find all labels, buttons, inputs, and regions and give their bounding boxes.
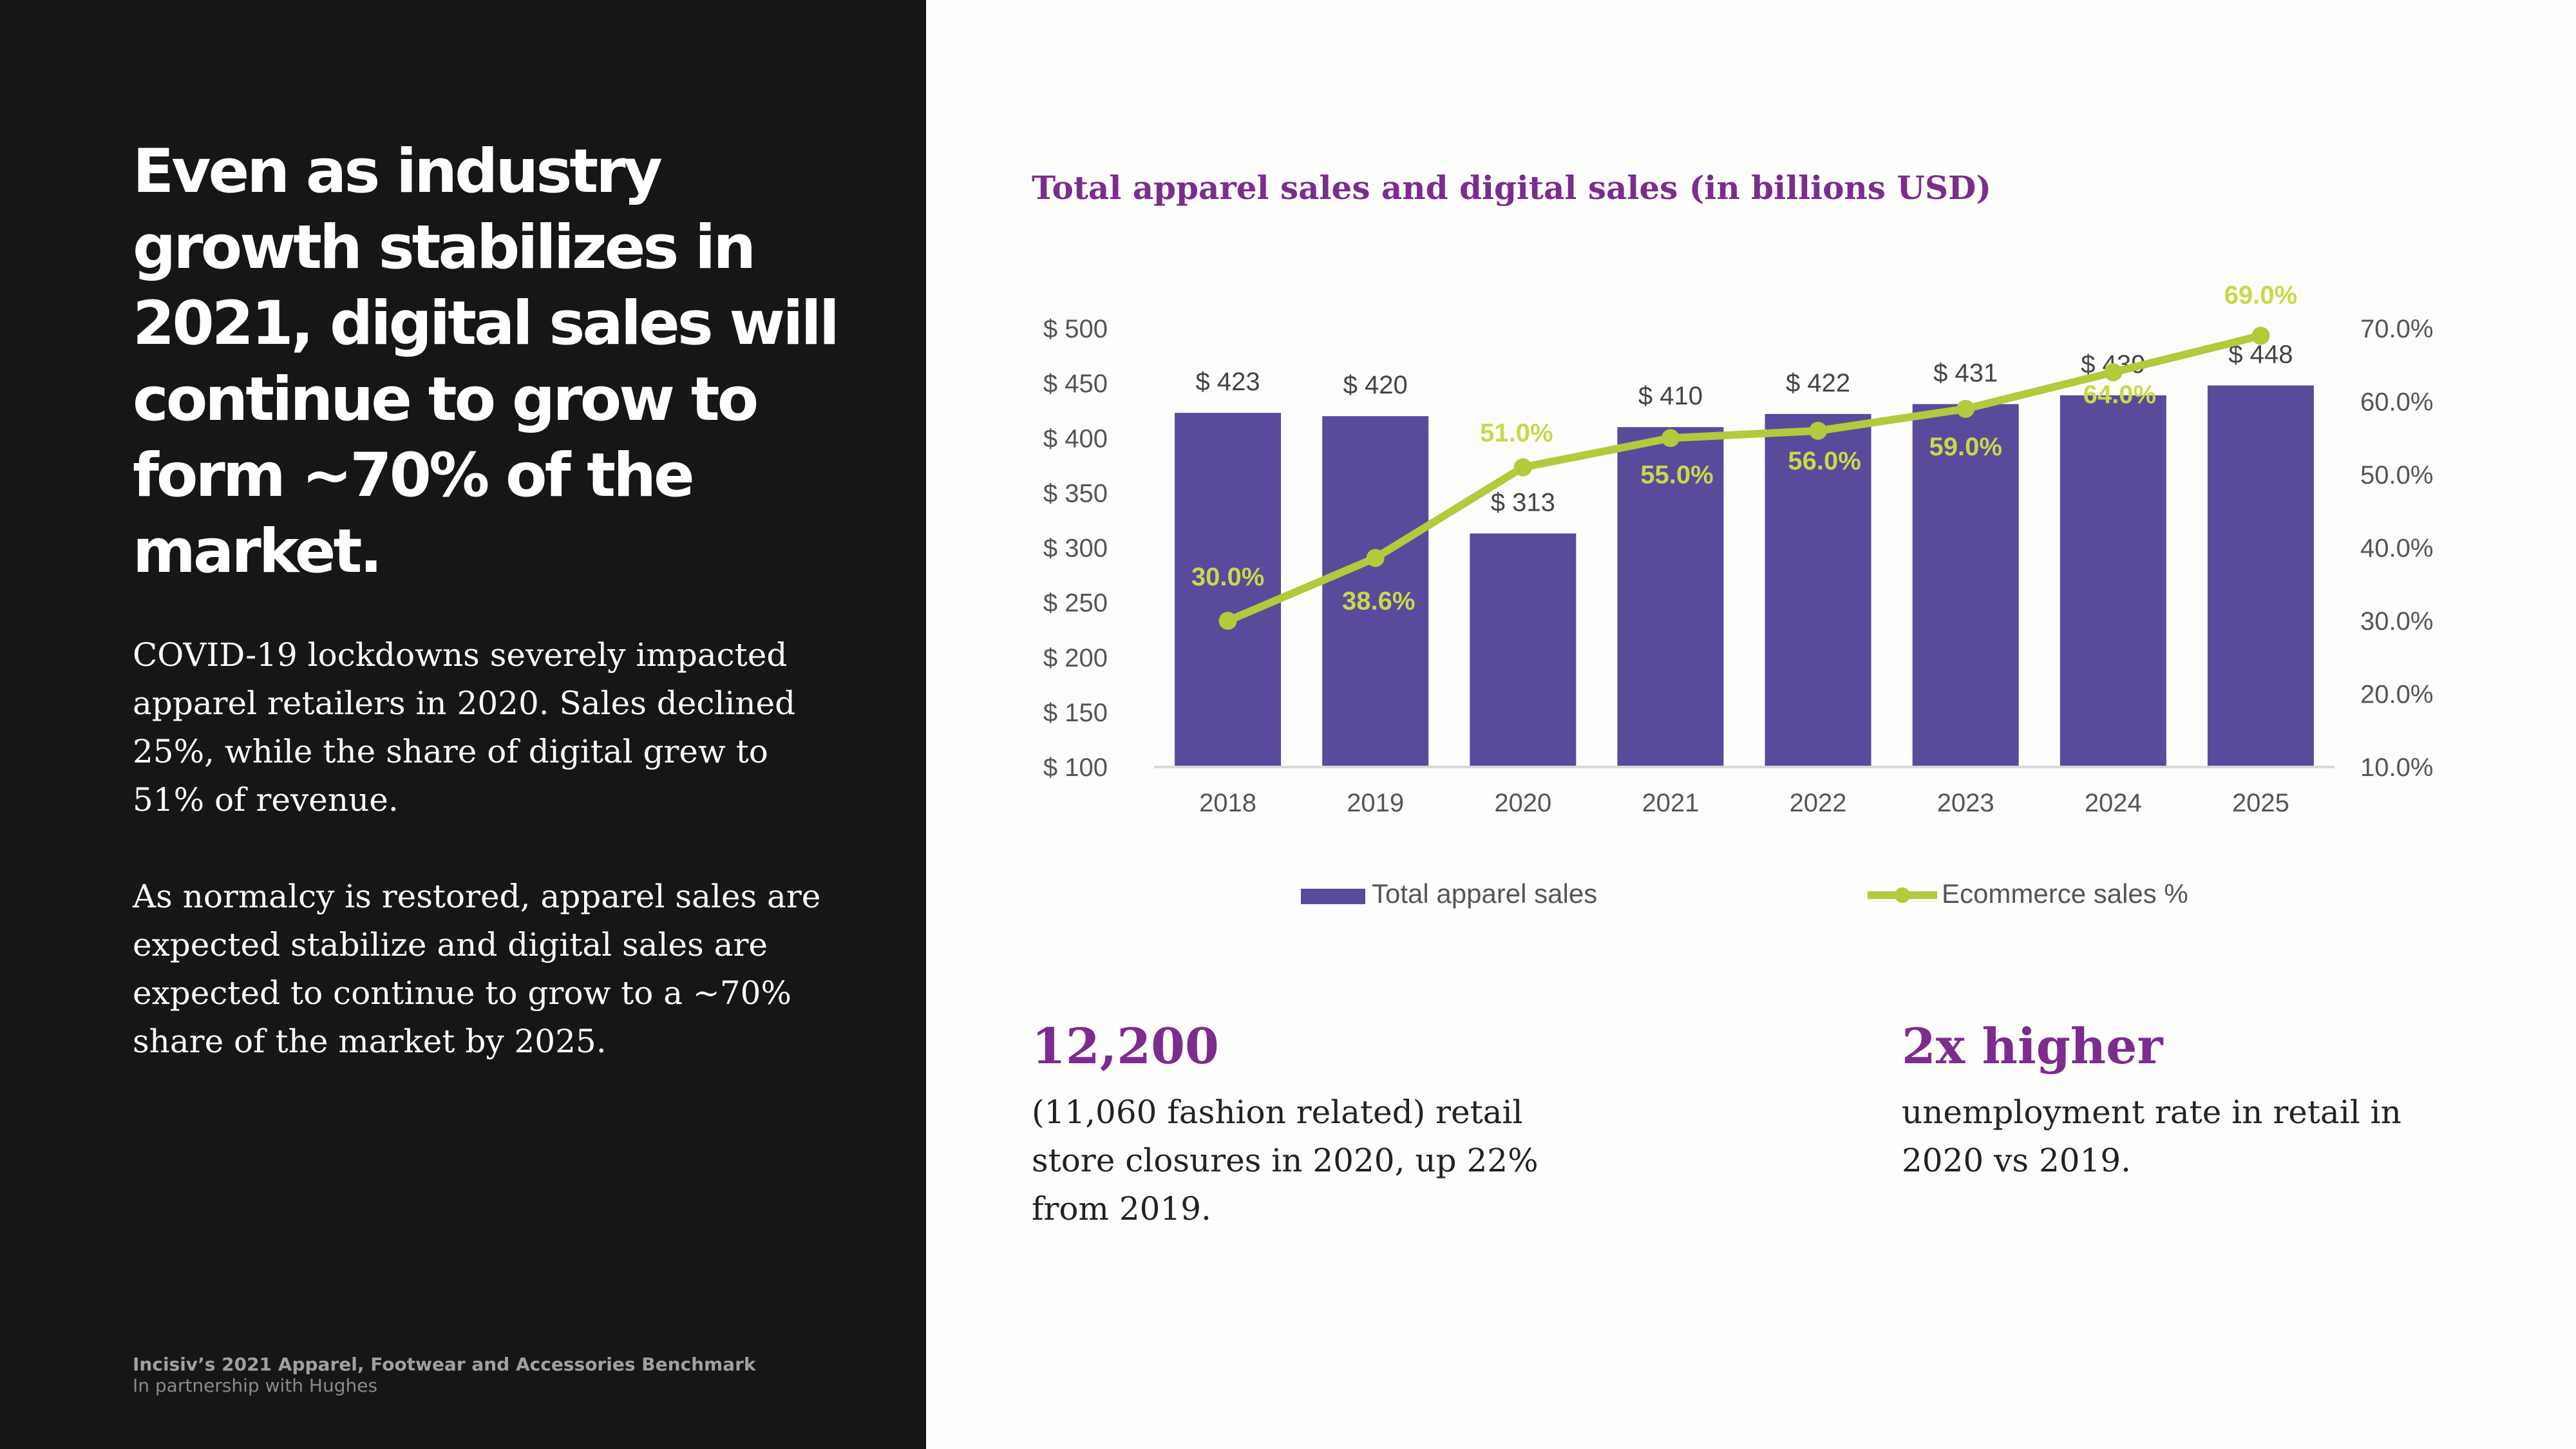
y-right-tick-label: 30.0% (2360, 607, 2433, 636)
bar-value-label: $ 423 (1196, 368, 1260, 396)
y-right-tick-label: 70.0% (2360, 315, 2433, 343)
y-left-tick-label: $ 450 (1043, 370, 1108, 398)
line-point (2251, 327, 2270, 345)
line-value-label: 69.0% (2224, 281, 2297, 309)
y-right-tick-label: 60.0% (2360, 388, 2433, 417)
bar (2207, 385, 2314, 767)
bar (1617, 427, 1724, 767)
body-paragraph-1: COVID-19 lockdowns severely impacted app… (133, 636, 796, 819)
bar (2060, 395, 2166, 767)
legend-label-bars: Total apparel sales (1372, 878, 1597, 909)
bar (1912, 404, 2019, 767)
line-point (1661, 429, 1680, 448)
line-point (1513, 458, 1532, 477)
y-left-tick-label: $ 250 (1043, 589, 1108, 618)
stat-unemployment-headline: 2x higher (1902, 1018, 2163, 1075)
footer-title: Incisiv’s 2021 Apparel, Footwear and Acc… (133, 1354, 756, 1375)
x-tick-label: 2020 (1494, 789, 1551, 817)
bar-value-label: $ 420 (1343, 371, 1408, 399)
line-value-label: 30.0% (1191, 563, 1264, 591)
x-tick-label: 2022 (1790, 789, 1847, 817)
bar-value-label: $ 431 (1933, 359, 1998, 387)
y-right-tick-label: 20.0% (2360, 681, 2433, 709)
chart-title: Total apparel sales and digital sales (i… (1032, 169, 1992, 207)
bar-value-label: $ 448 (2228, 341, 2293, 369)
left-panel: Even as industry growth stabilizes in 20… (0, 0, 926, 1449)
line-point (1809, 421, 1828, 440)
bar-value-label: $ 410 (1638, 382, 1703, 410)
line-point (1956, 399, 1975, 418)
stat-closures-text: (11,060 fashion related) retail store cl… (1032, 1094, 1539, 1227)
y-left-tick-label: $ 100 (1043, 753, 1108, 782)
y-left-tick-label: $ 500 (1043, 315, 1108, 343)
series-line-ecommerce (1224, 332, 2265, 625)
legend-label-line: Ecommerce sales % (1942, 878, 2188, 909)
line-point (1218, 612, 1237, 630)
stat-closures-headline: 12,200 (1032, 1018, 1219, 1075)
line-point (2104, 363, 2123, 382)
footer-subtitle: In partnership with Hughes (133, 1375, 378, 1396)
y-left-tick-label: $ 150 (1043, 699, 1108, 727)
y-left-tick-label: $ 350 (1043, 479, 1108, 507)
x-tick-label: 2023 (1937, 789, 1994, 817)
y-right-tick-label: 40.0% (2360, 535, 2433, 563)
bar (1322, 416, 1429, 767)
body-paragraph-2: As normalcy is restored, apparel sales a… (133, 878, 821, 1060)
line-value-label: 59.0% (1929, 433, 2002, 461)
y-right-tick-label: 50.0% (2360, 461, 2433, 489)
y-left-tick-label: $ 400 (1043, 424, 1108, 453)
bar (1175, 413, 1282, 767)
bar (1765, 413, 1871, 767)
bar-value-label: $ 313 (1491, 488, 1555, 516)
line-value-label: 38.6% (1342, 587, 1415, 615)
bar-value-label: $ 422 (1786, 369, 1850, 397)
x-tick-label: 2025 (2232, 789, 2289, 817)
x-tick-label: 2019 (1347, 789, 1404, 817)
legend-marker-line (1895, 887, 1910, 903)
stat-unemployment-text: unemployment rate in retail in 2020 vs 2… (1902, 1094, 2401, 1179)
combo-chart: $ 500 $ 450 $ 400 $ 350 $ 300 $ 250 $ 200 $ 150… (1043, 281, 2434, 909)
line-value-label: 56.0% (1788, 447, 1861, 475)
x-tick-label: 2024 (2085, 789, 2142, 817)
y-left-tick-label: $ 300 (1043, 535, 1108, 563)
y-right-tick-label: 10.0% (2360, 753, 2433, 782)
y-left-tick-label: $ 200 (1043, 644, 1108, 672)
legend-swatch-bars (1301, 889, 1365, 904)
x-tick-label: 2018 (1199, 789, 1256, 817)
x-tick-label: 2021 (1642, 789, 1699, 817)
line-value-label: 55.0% (1640, 460, 1713, 489)
headline: Even as industry growth stabilizes in 20… (133, 137, 840, 587)
line-point (1366, 549, 1385, 567)
line-value-label: 51.0% (1480, 419, 1553, 448)
bar (1470, 533, 1577, 767)
line-value-label: 64.0% (2083, 381, 2156, 409)
